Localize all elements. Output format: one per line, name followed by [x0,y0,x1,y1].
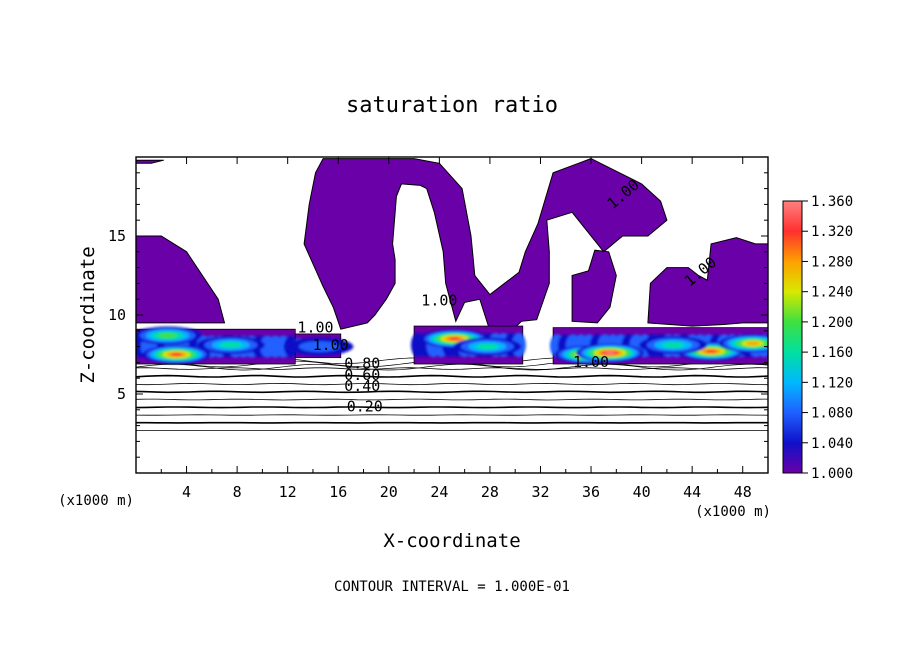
x-tick-label: 48 [734,483,752,501]
cloud-region-central-plume [303,158,668,343]
cloud-region-upper-left [136,235,226,324]
contour-interval-note: CONTOUR INTERVAL = 1.000E-01 [334,579,570,595]
contour-line [136,367,768,370]
band-peak-level [158,333,177,338]
colorbar-tick-label: 1.040 [811,436,853,452]
band-peaks [549,334,768,364]
x-tick-label: 28 [481,483,499,501]
contour-label: 0.20 [347,397,383,415]
colorbar-tick-label: 1.360 [811,194,853,210]
chart-title: saturation ratio [346,93,558,118]
x-axis: 4 8 12 16 20 24 28 32 36 40 44 48 [160,157,752,501]
x-axis-label: X-coordinate [383,530,520,552]
contour-label: 1.00 [313,336,349,354]
y-tick-label: 5 [117,385,126,403]
x-tick-label: 16 [329,483,347,501]
contour-line [136,374,768,378]
contour-line [136,382,768,386]
colorbar-tick-label: 1.080 [811,406,853,422]
band-peak-level [298,341,340,352]
y-axis: 5 10 15 [108,172,768,458]
x-tick-label: 4 [182,483,191,501]
band-peaks [410,329,526,358]
y-unit-label: (x1000 m) [58,493,134,509]
band-peak-level [476,343,499,350]
band-peak-level [448,337,461,341]
contour-label: 0.40 [344,377,380,395]
cloud-region-top-left-sliver [136,159,164,164]
x-tick-label: 12 [279,483,297,501]
contour-label: 1.00 [297,318,333,336]
x-tick-label: 36 [582,483,600,501]
colorbar-scale [782,200,803,474]
contour-lines [136,357,768,431]
x-tick-label: 20 [380,483,398,501]
band-peak-level [219,342,243,349]
contour-line [136,406,768,409]
x-tick-label: 44 [683,483,701,501]
contour-label: 0.60 [344,366,380,384]
supersaturated-regions [136,158,768,343]
band-peak-level [705,349,718,353]
y-tick-label: 15 [108,227,126,245]
x-unit-label: (x1000 m) [695,504,771,520]
contour-line [136,398,768,401]
contour-label: 0.80 [344,355,380,373]
x-tick-label: 32 [531,483,549,501]
band-peak-level [661,342,685,349]
contour-label: 1.00 [573,353,609,371]
plot-area: 0.200.400.600.801.001.001.001.001.001.00 [136,158,768,431]
y-tick-label: 10 [108,306,126,324]
colorbar-tick-label: 1.200 [811,315,853,331]
colorbar-tick-label: 1.240 [811,285,853,301]
band-peak-level [746,341,760,346]
x-tick-label: 24 [430,483,448,501]
band-peaks [285,337,354,356]
colorbar-tick-label: 1.320 [811,224,853,240]
cloud-region-right-lobe [647,237,768,327]
band-peak-level [170,352,183,357]
colorbar-tick-label: 1.120 [811,375,853,391]
saturation-band [136,325,768,365]
x-tick-label: 8 [233,483,242,501]
contour-label: 1.00 [421,292,457,310]
colorbar-tick-label: 1.160 [811,345,853,361]
colorbar-ticks: 1.000 1.040 1.080 1.120 1.160 1.200 1.240 1.280… [802,194,853,482]
y-axis-label: Z-coordinate [77,246,99,383]
colorbar: 1.000 1.040 1.080 1.120 1.160 1.200 1.240 1.280… [782,194,853,482]
contour-line-near-saturation [136,363,768,371]
cloud-region-right-pocket [571,249,617,324]
colorbar-tick-label: 1.000 [811,466,853,482]
band-peak-level [604,351,616,355]
colorbar-tick-label: 1.280 [811,254,853,270]
contour-line [136,390,768,394]
band-peaks [136,326,299,364]
x-tick-label: 40 [633,483,651,501]
